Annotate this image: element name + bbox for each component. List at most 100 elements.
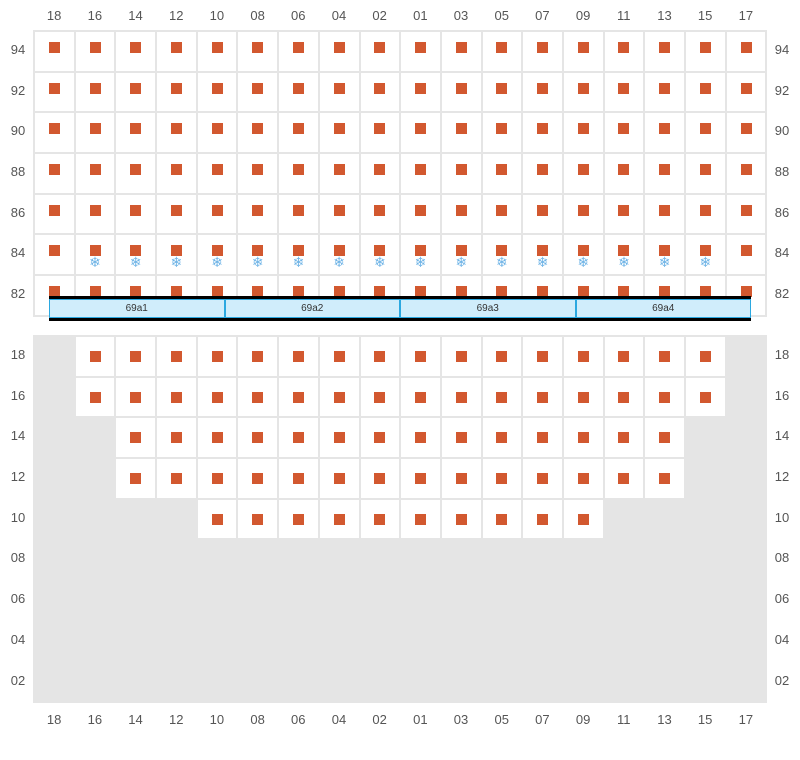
seat-cell[interactable] (522, 336, 563, 377)
seat-cell[interactable] (522, 31, 563, 72)
seat-cell[interactable] (278, 458, 319, 499)
seat-cell[interactable] (278, 153, 319, 194)
seat-cell[interactable] (685, 194, 726, 235)
seat-cell[interactable] (563, 417, 604, 458)
seat-cell[interactable] (75, 112, 116, 153)
seat-cell[interactable] (34, 31, 75, 72)
seat-cell[interactable] (482, 417, 523, 458)
seat-cell[interactable] (482, 72, 523, 113)
seat-cell[interactable] (522, 499, 563, 540)
seat-cell[interactable] (319, 377, 360, 418)
seat-cell[interactable] (115, 194, 156, 235)
seat-cell[interactable] (34, 153, 75, 194)
seat-cell[interactable] (360, 417, 401, 458)
seat-cell[interactable] (34, 194, 75, 235)
seat-cell[interactable] (237, 377, 278, 418)
seat-cell[interactable] (644, 153, 685, 194)
seat-cell[interactable] (115, 72, 156, 113)
seat-cell[interactable] (360, 377, 401, 418)
seat-cell[interactable] (197, 377, 238, 418)
seat-cell[interactable] (522, 112, 563, 153)
seat-cell[interactable] (685, 31, 726, 72)
seat-cell[interactable] (319, 458, 360, 499)
seat-cell[interactable] (400, 112, 441, 153)
seat-cell[interactable] (115, 153, 156, 194)
seat-cell[interactable]: ❄ (319, 234, 360, 275)
seat-cell[interactable] (604, 31, 645, 72)
seat-cell[interactable] (319, 417, 360, 458)
seat-cell[interactable]: ❄ (644, 234, 685, 275)
seat-cell[interactable] (319, 153, 360, 194)
seat-cell[interactable] (604, 72, 645, 113)
seat-cell[interactable] (156, 194, 197, 235)
seat-cell[interactable] (563, 194, 604, 235)
seat-cell[interactable] (197, 153, 238, 194)
seat-cell[interactable] (482, 377, 523, 418)
seat-cell[interactable] (156, 458, 197, 499)
seat-cell[interactable] (197, 112, 238, 153)
seat-cell[interactable] (441, 112, 482, 153)
seat-cell[interactable] (604, 153, 645, 194)
seat-cell[interactable] (604, 458, 645, 499)
seat-cell[interactable] (441, 31, 482, 72)
seat-cell[interactable] (75, 194, 116, 235)
seat-cell[interactable] (237, 194, 278, 235)
seat-cell[interactable] (685, 153, 726, 194)
seat-cell[interactable] (441, 194, 482, 235)
seat-cell[interactable] (115, 417, 156, 458)
seat-cell[interactable] (360, 31, 401, 72)
seat-cell[interactable] (644, 112, 685, 153)
seat-cell[interactable] (441, 499, 482, 540)
seat-cell[interactable] (400, 417, 441, 458)
seat-cell[interactable] (604, 377, 645, 418)
seat-cell[interactable]: ❄ (237, 234, 278, 275)
seat-cell[interactable] (563, 336, 604, 377)
seat-cell[interactable] (522, 194, 563, 235)
seat-cell[interactable] (563, 377, 604, 418)
seat-cell[interactable] (563, 153, 604, 194)
seat-cell[interactable] (115, 336, 156, 377)
seat-cell[interactable] (726, 194, 767, 235)
seat-cell[interactable] (644, 194, 685, 235)
seat-cell[interactable] (360, 153, 401, 194)
seat-cell[interactable] (482, 336, 523, 377)
seat-cell[interactable]: ❄ (441, 234, 482, 275)
seat-cell[interactable] (644, 417, 685, 458)
seat-cell[interactable] (482, 458, 523, 499)
seat-cell[interactable] (237, 153, 278, 194)
seat-cell[interactable] (604, 112, 645, 153)
seat-cell[interactable] (197, 336, 238, 377)
seat-cell[interactable] (360, 194, 401, 235)
seat-cell[interactable] (604, 194, 645, 235)
seat-cell[interactable] (522, 377, 563, 418)
seat-cell[interactable] (115, 458, 156, 499)
seat-cell[interactable] (319, 336, 360, 377)
seat-cell[interactable] (34, 72, 75, 113)
seat-cell[interactable]: ❄ (278, 234, 319, 275)
seat-cell[interactable] (400, 458, 441, 499)
seat-cell[interactable] (726, 31, 767, 72)
seat-cell[interactable] (237, 458, 278, 499)
seat-cell[interactable] (156, 72, 197, 113)
seat-cell[interactable] (237, 31, 278, 72)
seat-cell[interactable] (278, 499, 319, 540)
seat-cell[interactable] (115, 112, 156, 153)
seat-cell[interactable] (156, 153, 197, 194)
seat-cell[interactable] (75, 72, 116, 113)
seat-cell[interactable] (563, 458, 604, 499)
seat-cell[interactable] (156, 417, 197, 458)
seat-cell[interactable] (278, 377, 319, 418)
seat-cell[interactable] (400, 72, 441, 113)
seat-cell[interactable] (197, 72, 238, 113)
seat-cell[interactable] (522, 458, 563, 499)
seat-cell[interactable] (319, 112, 360, 153)
seat-cell[interactable]: ❄ (360, 234, 401, 275)
seat-cell[interactable] (441, 458, 482, 499)
seat-cell[interactable] (482, 112, 523, 153)
seat-cell[interactable] (319, 194, 360, 235)
seat-cell[interactable] (278, 194, 319, 235)
seat-cell[interactable] (278, 112, 319, 153)
seat-cell[interactable]: ❄ (563, 234, 604, 275)
seat-cell[interactable]: ❄ (400, 234, 441, 275)
seat-cell[interactable] (34, 234, 75, 275)
